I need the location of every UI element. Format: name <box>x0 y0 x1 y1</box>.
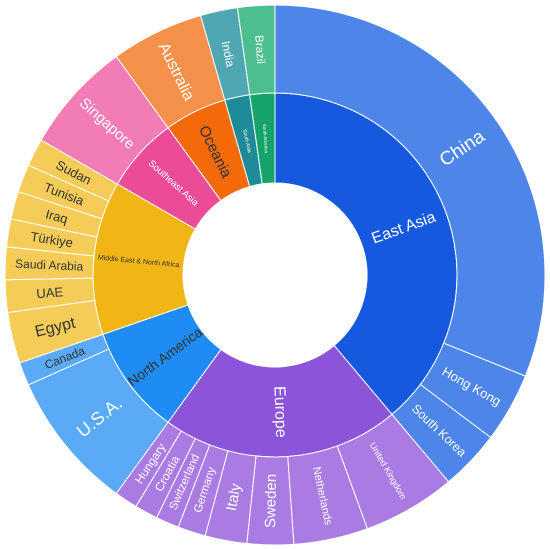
country-label-india: India <box>218 40 237 69</box>
country-label-iraq: Iraq <box>44 206 70 226</box>
country-label-sweden: Sweden <box>262 474 280 529</box>
region-label-south-asia: South Asia <box>241 129 252 154</box>
country-wedge-china[interactable] <box>274 4 546 377</box>
country-label-uae: UAE <box>36 284 64 301</box>
country-label-turkiye: Türkiye <box>30 229 74 250</box>
country-label-saudi-arabia: Saudi Arabia <box>15 257 84 274</box>
country-wedge-brazil[interactable] <box>236 4 276 96</box>
country-label-italy: Italy <box>223 482 245 513</box>
sunburst-wedges <box>4 4 546 546</box>
country-label-brazil: Brazil <box>252 35 266 65</box>
region-label-south-america: South America <box>262 124 269 154</box>
region-label-europe: Europe <box>270 386 289 438</box>
